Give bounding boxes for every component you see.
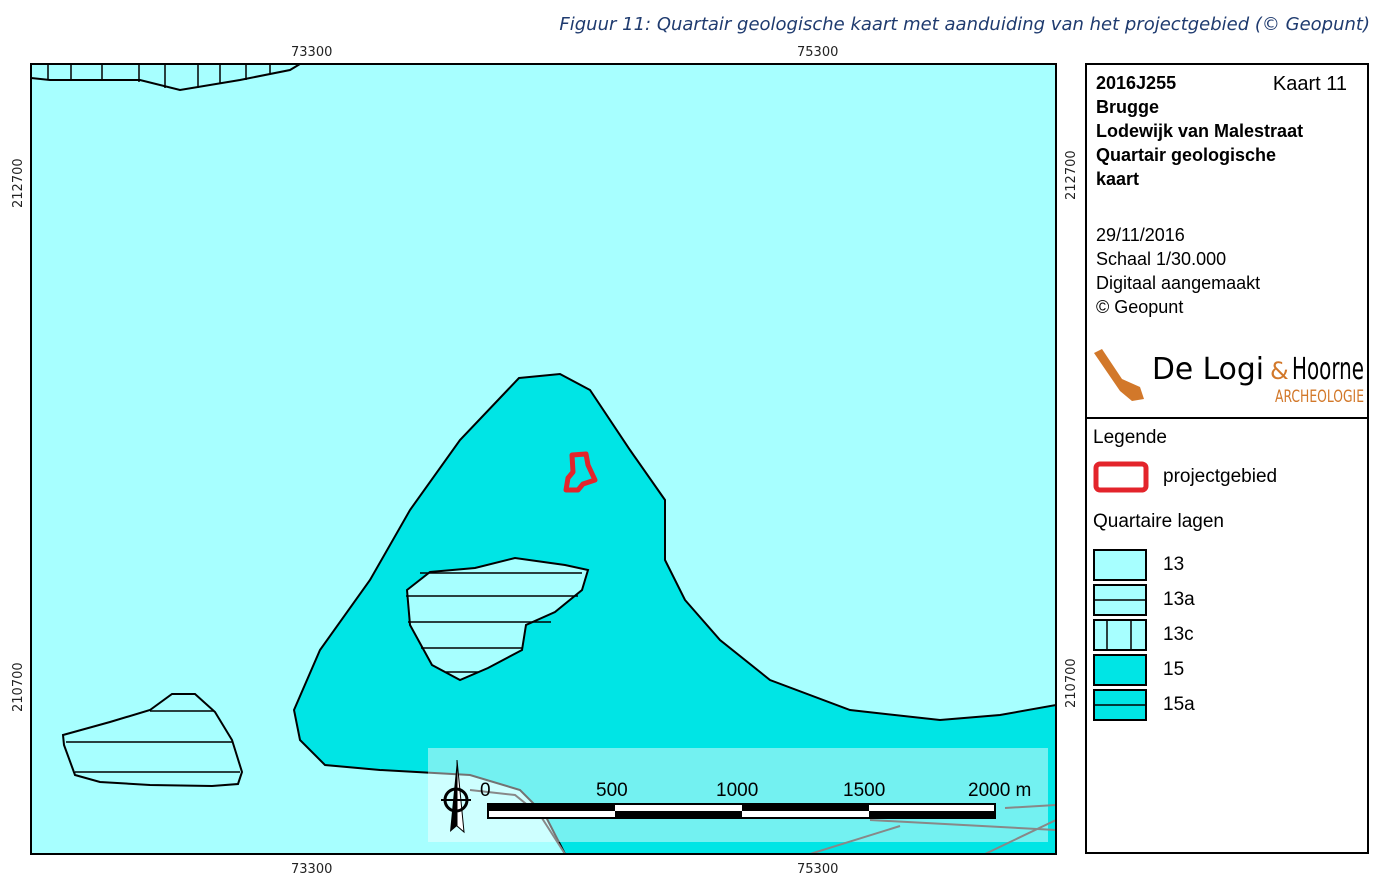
scale-label-1000: 1000 [716, 780, 758, 801]
map-made: Digitaal aangemaakt [1096, 273, 1261, 293]
unit-13a-island-left [61, 693, 244, 788]
legend-layers-title: Quartaire lagen [1093, 511, 1224, 532]
road-lines [469, 789, 1056, 854]
logo-text-2: Hoorne [1292, 352, 1364, 387]
legend-item-13: 13 [1093, 549, 1184, 581]
map-frame-border [30, 63, 1057, 855]
scale-label-2000: 2000 m [968, 780, 1031, 801]
legend-item-13a: 13a [1093, 584, 1195, 616]
unit-15-polygon [292, 372, 1056, 854]
legend-label-15a: 15a [1163, 694, 1195, 715]
swatch-15 [1093, 654, 1147, 686]
coord-y-left-top: 212700 [11, 158, 26, 208]
logo-subtitle: ARCHEOLOGIE [1275, 387, 1364, 407]
swatch-13a [1093, 584, 1147, 616]
map-info-block: Kaart 11 2016J255 Brugge Lodewijk van Ma… [1087, 65, 1367, 419]
unit-13c-hatching [47, 64, 271, 88]
coord-y-left-bottom: 210700 [11, 662, 26, 712]
logo-ampersand: & [1270, 357, 1289, 385]
coord-y-right-bottom: 210700 [1064, 658, 1079, 708]
company-logo: De Logi & Hoorne ARCHEOLOGIE [1094, 349, 1364, 407]
legend-item-13c: 13c [1093, 619, 1194, 651]
legend-label-13a: 13a [1163, 589, 1195, 610]
logo-text-1: De Logi [1152, 352, 1264, 387]
project-code: 2016J255 [1096, 73, 1177, 93]
map-number: Kaart 11 [1272, 73, 1347, 95]
scale-label-500: 500 [596, 780, 628, 801]
map-source: © Geopunt [1096, 297, 1184, 317]
swatch-13c [1093, 619, 1147, 651]
coord-x-top-right: 75300 [797, 45, 838, 60]
coord-x-bottom-left: 73300 [291, 862, 332, 877]
map-title-line-1: Quartair geologische [1096, 145, 1277, 165]
legend-item-15: 15 [1093, 654, 1184, 686]
project-swatch [1093, 461, 1149, 493]
legend-project-label: projectgebied [1163, 466, 1278, 487]
city-name: Brugge [1096, 97, 1159, 117]
legend-label-13c: 13c [1163, 624, 1194, 645]
swatch-13 [1093, 549, 1147, 581]
scale-bar: 0 500 1000 1500 2000 m [480, 780, 1031, 819]
map-date: 29/11/2016 [1096, 225, 1185, 245]
legend-label-13: 13 [1163, 554, 1185, 575]
map-title-line-2: kaart [1096, 169, 1140, 189]
map-info-panel: Kaart 11 2016J255 Brugge Lodewijk van Ma… [1085, 63, 1369, 854]
legend-project-row: projectgebied [1093, 461, 1277, 493]
figure-caption: Figuur 11: Quartair geologische kaart me… [559, 14, 1370, 35]
scale-bar-background [428, 748, 1048, 842]
scale-label-1500: 1500 [843, 780, 885, 801]
street-name: Lodewijk van Malestraat [1096, 121, 1304, 141]
north-arrow-icon [441, 759, 471, 834]
legend-label-15: 15 [1163, 659, 1185, 680]
coord-y-right-top: 212700 [1064, 150, 1079, 200]
map-scale: Schaal 1/30.000 [1096, 249, 1227, 269]
coord-x-top-left: 73300 [291, 45, 332, 60]
swatch-15a [1093, 689, 1147, 721]
legend-item-15a: 15a [1093, 689, 1195, 721]
unit-13a-island-center-hatching [406, 572, 582, 673]
project-area-outline [563, 451, 598, 493]
unit-13a-island-left-hatching [66, 710, 240, 773]
legend-title: Legende [1093, 427, 1167, 448]
coord-x-bottom-right: 75300 [797, 862, 838, 877]
unit-13a-island-center [405, 556, 590, 682]
scale-label-0: 0 [480, 780, 491, 801]
